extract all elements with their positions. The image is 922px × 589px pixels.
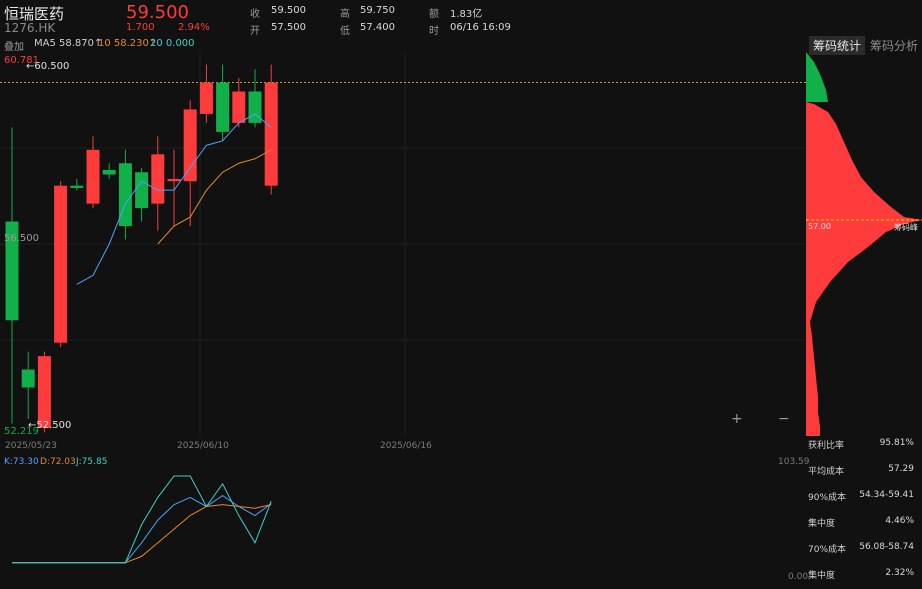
kdj-axis-top: 103.59	[778, 457, 810, 467]
candle-body	[151, 154, 165, 204]
chip-loss-area	[806, 52, 828, 102]
tab-chip-analysis[interactable]: 筹码分析	[870, 39, 919, 53]
high-marker: ←60.500	[26, 61, 70, 72]
candle-body	[5, 221, 19, 321]
stat-90-cost-label: 90%成本	[808, 493, 847, 503]
stat-avg-cost-label: 平均成本	[808, 467, 845, 477]
quote-value-open: 57.500	[271, 22, 306, 33]
stat-concentration-70-label: 集中度	[808, 571, 836, 581]
ma5-line	[76, 113, 272, 285]
kdj-axis-bottom: 0.00	[788, 572, 809, 582]
last-price: 59.500	[126, 2, 189, 23]
candle-body	[54, 185, 68, 343]
candle-body	[216, 82, 230, 132]
candle-body	[264, 82, 278, 186]
kdj-chart	[12, 475, 272, 564]
quote-label-close: 收	[250, 9, 260, 20]
price-change-pct: 2.94%	[178, 22, 210, 33]
candle-body	[135, 172, 149, 209]
candle-body	[118, 163, 132, 227]
stat-concentration-90-value: 4.46%	[885, 516, 914, 526]
tab-chip-stats[interactable]: 筹码统计	[809, 36, 866, 55]
candles-layer	[5, 64, 278, 433]
chip-peak-price: 57.00	[808, 222, 831, 231]
stock-name: 恒瑞医药	[4, 5, 65, 23]
candle-body	[37, 356, 51, 428]
zoom-out-button[interactable]: −	[778, 411, 790, 427]
price-change: 1.700	[126, 22, 155, 33]
ma5-legend: MA5 58.870↑	[34, 38, 103, 49]
candle-body	[86, 149, 100, 204]
candle-body	[199, 82, 213, 114]
kdj-j-line	[12, 475, 272, 564]
quote-value-low: 57.400	[360, 22, 395, 33]
overlay-button[interactable]: 叠加	[4, 42, 24, 53]
stat-70-cost-label: 70%成本	[808, 545, 847, 555]
candle-body	[248, 91, 262, 123]
quote-value-time: 06/16 16:09	[450, 22, 511, 33]
stat-profit-ratio-value: 95.81%	[879, 438, 914, 448]
quote-value-turnover: 1.83亿	[450, 9, 483, 20]
kdj-j-label: J:75.85	[76, 457, 108, 467]
candle-body	[167, 178, 181, 182]
stat-concentration-70-value: 2.32%	[885, 568, 914, 578]
candle-body	[102, 169, 116, 175]
ma10-legend: 10 58.230↑	[98, 38, 158, 49]
candlestick-chart[interactable]	[0, 52, 806, 436]
candle-body	[232, 91, 246, 123]
date-label-start: 2025/05/23	[5, 441, 57, 451]
ma20-legend: 20 0.000	[150, 38, 195, 49]
quote-value-close: 59.500	[271, 5, 306, 16]
stat-avg-cost-value: 57.29	[888, 464, 914, 474]
chip-distribution-chart	[806, 52, 922, 436]
candle-body	[70, 185, 84, 188]
stat-profit-ratio-label: 获利比率	[808, 441, 845, 451]
date-label-mid: 2025/06/10	[177, 441, 229, 451]
kdj-d-line	[12, 504, 272, 564]
quote-label-time: 时	[429, 26, 439, 37]
quote-label-low: 低	[340, 26, 350, 37]
stat-70-cost-value: 56.08-58.74	[859, 542, 914, 552]
quote-value-high: 59.750	[360, 5, 395, 16]
stock-code: 1276.HK	[4, 21, 56, 35]
quote-label-open: 开	[250, 26, 260, 37]
low-marker: ←52.500	[28, 420, 72, 431]
kdj-k-label: K:73.30	[4, 457, 39, 467]
y-axis-mid-label: 56.500	[4, 233, 39, 244]
zoom-in-button[interactable]: +	[731, 411, 743, 427]
stat-concentration-90-label: 集中度	[808, 519, 836, 529]
candle-body	[21, 369, 35, 388]
quote-label-turnover: 额	[429, 9, 439, 20]
chip-peak-label: 筹码峰	[894, 223, 918, 232]
y-axis-top-label: 60.781	[4, 55, 39, 66]
chip-profit-area	[806, 102, 922, 436]
candle-body	[183, 109, 197, 182]
kdj-d-label: D:72.03	[40, 457, 76, 467]
chart-grid	[0, 52, 806, 436]
quote-label-high: 高	[340, 9, 350, 20]
y-axis-bottom-label: 52.219	[4, 426, 39, 437]
ma10-line	[157, 149, 272, 245]
stat-90-cost-value: 54.34-59.41	[859, 490, 914, 500]
date-label-end: 2025/06/16	[380, 441, 432, 451]
